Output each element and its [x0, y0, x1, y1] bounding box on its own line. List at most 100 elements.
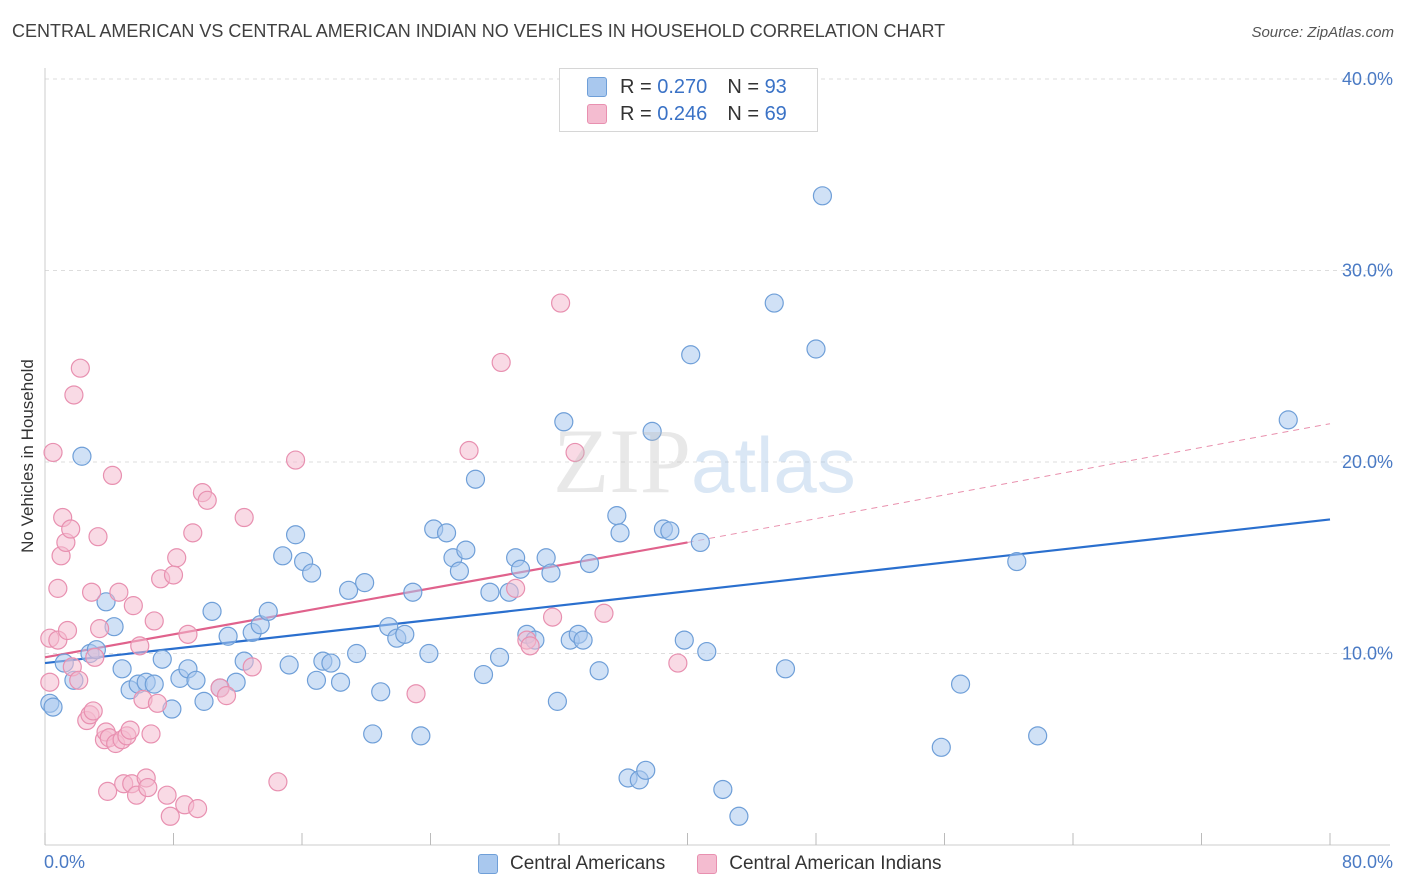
- point-central-americans: [395, 624, 415, 644]
- point-central-american-indians: [242, 657, 262, 677]
- point-central-americans: [589, 661, 609, 681]
- point-central-americans: [1028, 726, 1048, 746]
- point-central-americans: [355, 573, 375, 593]
- point-central-americans: [480, 582, 500, 602]
- point-central-americans: [96, 592, 116, 612]
- point-central-americans: [112, 659, 132, 679]
- point-central-american-indians: [668, 653, 688, 673]
- y-tick-label: 10.0%: [1342, 644, 1393, 664]
- y-axis-title: No Vehicles in Household: [18, 359, 37, 553]
- point-central-americans: [764, 293, 784, 313]
- point-central-americans: [449, 561, 470, 581]
- point-central-americans: [285, 525, 306, 545]
- series-legend: Central Americans Central American India…: [478, 853, 942, 875]
- point-central-american-indians: [64, 385, 84, 405]
- stats-legend-row-blue: R = 0.270 N = 93: [560, 74, 787, 100]
- point-central-americans: [258, 601, 278, 621]
- blue-n-label: N =: [727, 75, 765, 98]
- point-central-americans: [579, 553, 600, 574]
- point-central-americans: [411, 726, 431, 746]
- point-central-americans: [489, 647, 510, 667]
- point-central-american-indians: [57, 620, 78, 641]
- point-central-americans: [436, 523, 457, 543]
- point-central-americans: [690, 532, 710, 553]
- point-central-american-indians: [98, 781, 118, 801]
- legend-swatch-central-americans: [478, 854, 498, 874]
- chart-title: CENTRAL AMERICAN VS CENTRAL AMERICAN IND…: [12, 21, 946, 41]
- point-central-americans: [950, 674, 971, 694]
- point-central-american-indians: [85, 647, 105, 667]
- point-central-american-indians: [285, 450, 306, 470]
- point-central-americans: [330, 672, 351, 692]
- point-central-american-indians: [141, 724, 161, 744]
- trend-central-american-indians-extension: [687, 423, 1331, 543]
- point-central-american-indians: [43, 442, 63, 463]
- gridlines: [45, 78, 1390, 654]
- point-central-american-indians: [491, 352, 511, 373]
- point-central-americans: [1278, 410, 1298, 430]
- point-central-americans: [931, 737, 951, 757]
- point-central-americans: [419, 643, 439, 664]
- point-central-americans: [697, 641, 717, 662]
- point-central-american-indians: [459, 440, 479, 461]
- point-central-american-indians: [406, 684, 426, 704]
- point-central-american-indians: [102, 465, 123, 486]
- point-central-americans: [338, 580, 359, 600]
- point-central-americans: [347, 643, 367, 664]
- point-central-american-indians: [594, 603, 614, 623]
- legend-swatch-central-american-indians: [697, 854, 718, 874]
- point-central-americans: [660, 521, 680, 541]
- point-central-american-indians: [70, 358, 90, 378]
- pink-swatch: [587, 104, 607, 124]
- data-points: [40, 186, 1298, 826]
- point-central-americans: [729, 806, 749, 826]
- point-central-americans: [806, 339, 826, 359]
- x-tick-min: 0.0%: [44, 852, 86, 872]
- legend-label-central-americans: Central Americans: [510, 853, 666, 874]
- point-central-american-indians: [123, 596, 143, 616]
- point-central-americans: [554, 412, 574, 432]
- point-central-american-indians: [147, 693, 168, 713]
- pink-n-value: 69: [764, 102, 787, 125]
- point-central-american-indians: [61, 519, 81, 539]
- point-central-american-indians: [144, 611, 164, 631]
- point-central-american-indians: [83, 701, 103, 721]
- point-central-americans: [510, 559, 531, 579]
- point-central-americans: [403, 582, 423, 602]
- point-central-americans: [218, 626, 238, 646]
- watermark: ZIPatlas: [553, 408, 856, 514]
- point-central-american-indians: [216, 686, 237, 706]
- point-central-american-indians: [178, 624, 198, 644]
- pink-r-value: 0.246: [657, 102, 708, 125]
- source-label: Source: ZipAtlas.com: [1251, 24, 1394, 41]
- point-central-american-indians: [167, 548, 187, 568]
- blue-n-value: 93: [764, 75, 787, 98]
- point-central-american-indians: [40, 672, 60, 692]
- watermark-zip: ZIP: [553, 410, 691, 512]
- stats-legend-row-pink: R = 0.246 N = 69: [560, 101, 787, 127]
- point-central-americans: [1007, 551, 1027, 572]
- point-central-american-indians: [130, 636, 150, 656]
- point-central-americans: [43, 697, 63, 717]
- point-central-americans: [363, 724, 383, 744]
- point-central-americans: [273, 546, 293, 566]
- point-central-americans: [547, 691, 567, 711]
- point-central-american-indians: [183, 523, 203, 543]
- y-tick-labels: 10.0% 20.0% 30.0% 40.0%: [1342, 69, 1393, 664]
- pink-n-label: N =: [727, 102, 765, 125]
- point-central-american-indians: [120, 720, 140, 740]
- point-central-american-indians: [565, 442, 585, 463]
- point-central-americans: [144, 674, 164, 694]
- point-central-american-indians: [157, 785, 177, 805]
- point-central-americans: [642, 421, 662, 441]
- point-central-american-indians: [48, 578, 68, 598]
- x-tick-max: 80.0%: [1341, 852, 1393, 872]
- point-central-americans: [186, 670, 206, 690]
- point-central-americans: [775, 659, 796, 679]
- point-central-americans: [321, 653, 341, 673]
- point-central-american-indians: [506, 578, 526, 598]
- legend-label-central-american-indians: Central American Indians: [729, 853, 942, 874]
- point-central-american-indians: [234, 507, 254, 528]
- point-central-americans: [72, 446, 92, 466]
